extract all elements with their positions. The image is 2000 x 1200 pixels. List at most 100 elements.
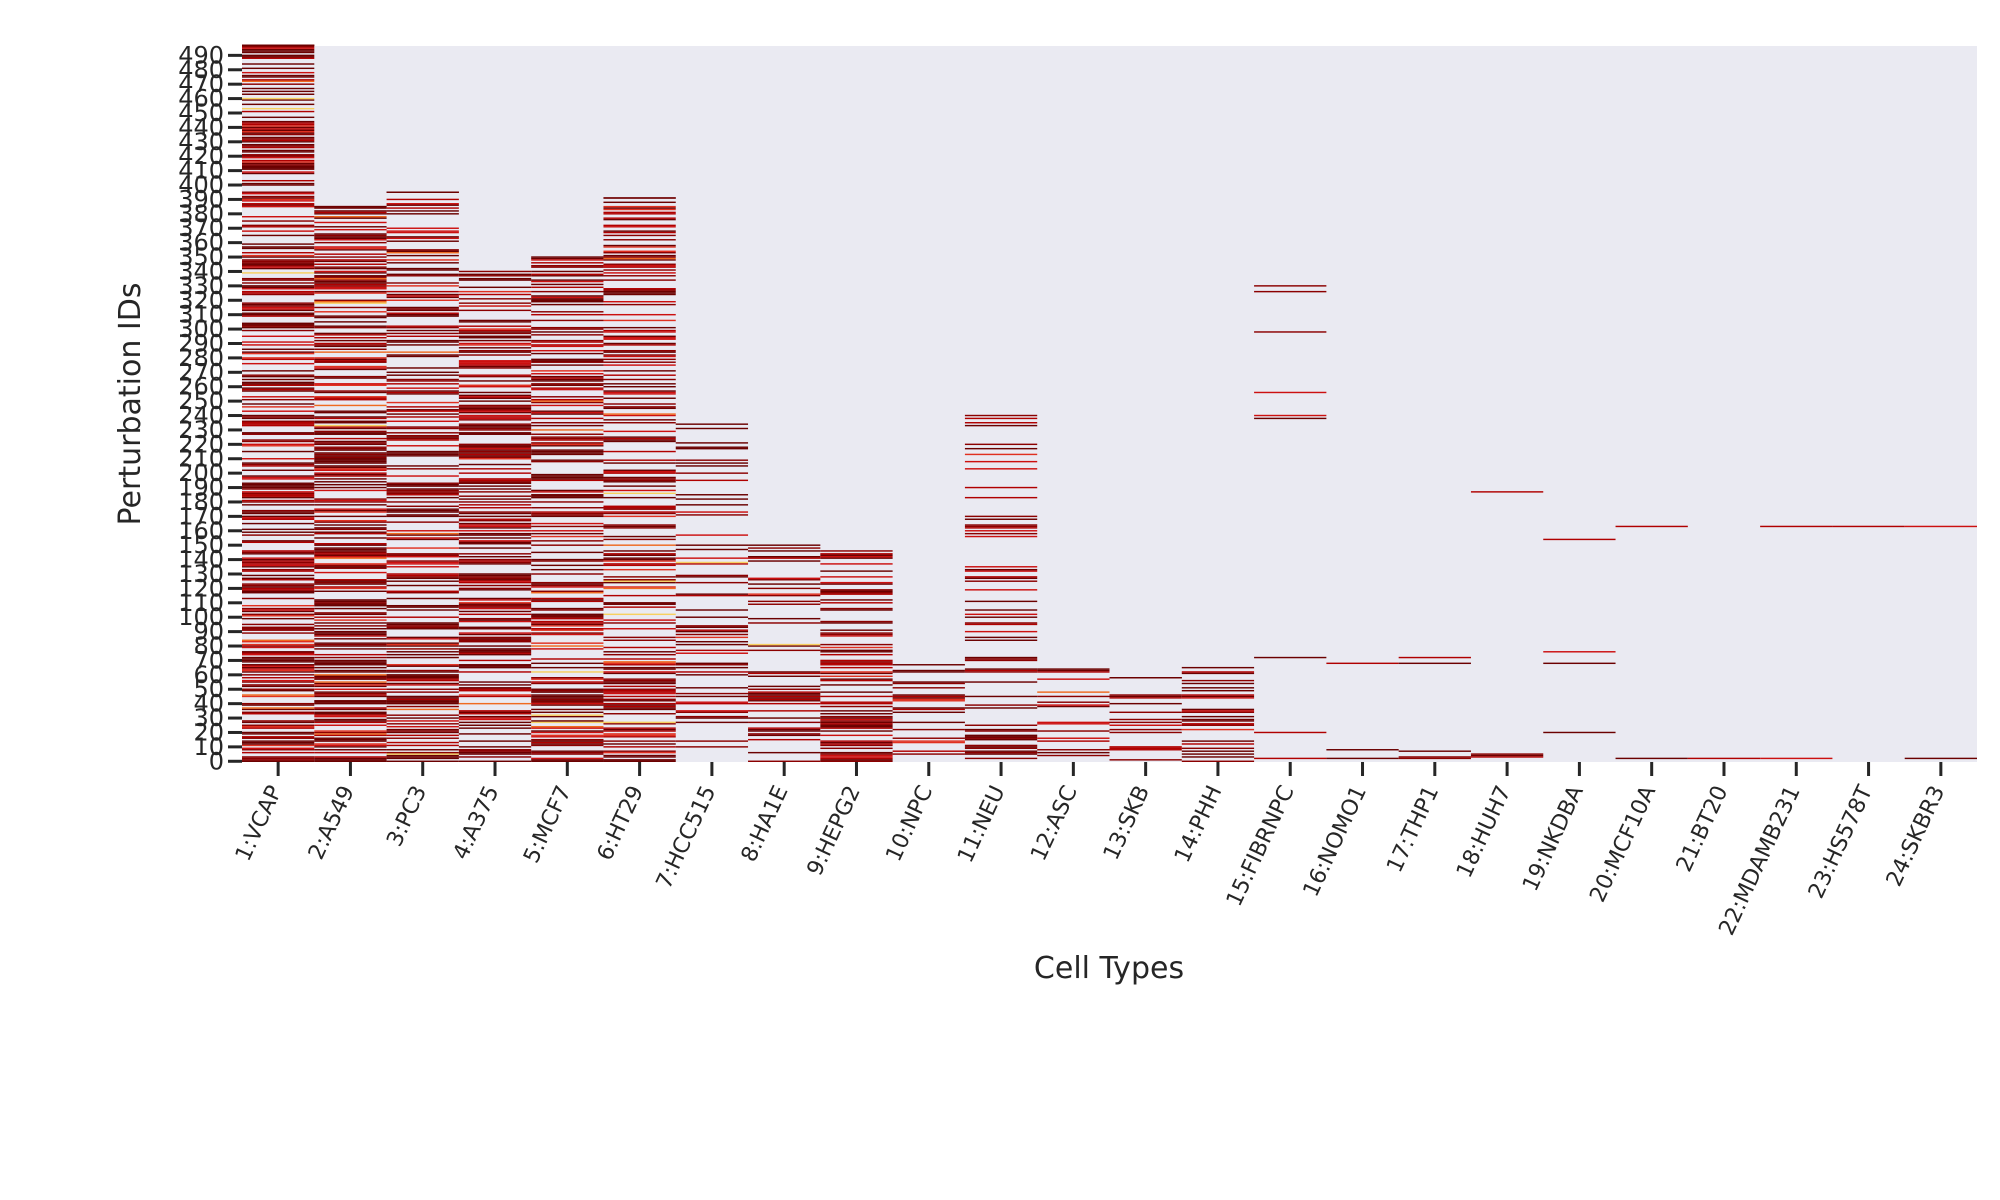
heatmap-cell [314, 239, 387, 241]
heatmap-cell [531, 411, 604, 414]
heatmap-cell [531, 730, 604, 732]
heatmap-cell [964, 695, 1038, 698]
heatmap-cell [675, 695, 749, 698]
heatmap-cell [820, 666, 893, 669]
heatmap-cell [531, 700, 604, 702]
heatmap-cell [458, 325, 532, 327]
heatmap-cell [603, 462, 676, 464]
heatmap-cell [458, 400, 532, 402]
heatmap-cell [242, 67, 315, 70]
y-tick-label: 370 [178, 214, 224, 242]
heatmap-cell [603, 391, 676, 394]
heatmap-cell [242, 439, 315, 441]
heatmap-cell [1109, 718, 1182, 721]
heatmap-cell [531, 613, 604, 616]
heatmap-cell [242, 597, 315, 600]
heatmap-cell [314, 478, 387, 480]
heatmap-cell [386, 453, 459, 456]
heatmap-cell [314, 473, 387, 476]
heatmap-cell [314, 213, 387, 215]
heatmap-cell [892, 681, 965, 683]
x-tick-label: 8:HA1E [737, 782, 794, 866]
heatmap-cell [458, 610, 532, 613]
heatmap-cell [386, 426, 459, 428]
heatmap-cell [314, 326, 387, 329]
heatmap-cell [531, 298, 604, 300]
heatmap-cell [242, 501, 315, 503]
heatmap-cell [458, 511, 532, 513]
heatmap-cell [458, 362, 532, 365]
heatmap-cell [314, 678, 387, 680]
heatmap-cell [242, 326, 315, 329]
heatmap-cell [820, 720, 893, 722]
heatmap-cell [242, 744, 315, 747]
heatmap-cell [1037, 669, 1110, 672]
heatmap-cell [458, 512, 532, 515]
heatmap-cell [458, 694, 532, 696]
heatmap-cell [314, 685, 387, 688]
heatmap-cell [603, 682, 676, 685]
heatmap-cell [531, 370, 604, 372]
heatmap-cell [458, 347, 532, 349]
heatmap-cell [242, 358, 315, 361]
heatmap-cell [964, 570, 1038, 572]
heatmap-cell [748, 691, 821, 693]
heatmap-cell [675, 616, 749, 618]
heatmap-cell [386, 371, 459, 374]
heatmap-cell [1109, 695, 1182, 698]
heatmap-cell [531, 273, 604, 276]
heatmap-cell [603, 279, 676, 281]
heatmap-cell [820, 718, 893, 721]
heatmap-cell [242, 522, 315, 525]
heatmap-cell [675, 498, 749, 500]
heatmap-cell [242, 540, 315, 542]
heatmap-cell [820, 730, 893, 732]
heatmap-cell [242, 414, 315, 417]
heatmap-cell [603, 478, 676, 480]
heatmap-cell [386, 282, 459, 284]
y-tick-label: 470 [178, 70, 224, 98]
heatmap-cell [1109, 721, 1182, 724]
heatmap-cell [458, 749, 532, 751]
heatmap-cell [892, 671, 965, 673]
heatmap-cell [820, 643, 893, 646]
heatmap-cell [242, 684, 315, 686]
heatmap-cell [386, 730, 459, 732]
heatmap-cell [964, 589, 1038, 591]
heatmap-cell [386, 757, 459, 760]
heatmap-cell [603, 508, 676, 510]
heatmap-cell [603, 292, 676, 294]
heatmap-cell [1687, 757, 1761, 760]
heatmap-cell [314, 674, 387, 676]
heatmap-cell [531, 600, 604, 603]
heatmap-cell [964, 443, 1038, 446]
heatmap-cell [242, 720, 315, 722]
heatmap-cell [458, 433, 532, 435]
heatmap-cell [531, 695, 604, 698]
heatmap-cell [314, 315, 387, 317]
heatmap-cell [386, 714, 459, 716]
heatmap-cell [675, 514, 749, 516]
heatmap-cell [314, 237, 387, 240]
heatmap-cell [314, 367, 387, 369]
heatmap-cell [314, 547, 387, 549]
heatmap-cell [531, 313, 604, 316]
heatmap-cell [531, 522, 604, 525]
heatmap-cell [531, 525, 604, 528]
heatmap-cell [603, 246, 676, 248]
heatmap-cell [242, 44, 315, 46]
heatmap-cell [531, 708, 604, 711]
heatmap-cell [458, 653, 532, 656]
heatmap-cell [603, 613, 676, 616]
heatmap-cell [458, 648, 532, 650]
heatmap-cell [314, 302, 387, 304]
heatmap-cell [242, 704, 315, 706]
heatmap-cell [314, 677, 387, 679]
heatmap-cell [242, 406, 315, 408]
heatmap-cell [386, 309, 459, 312]
heatmap-cell [603, 437, 676, 440]
heatmap-cell [458, 715, 532, 718]
heatmap-cell [386, 210, 459, 212]
heatmap-cell [675, 479, 749, 482]
heatmap-cell [531, 515, 604, 518]
